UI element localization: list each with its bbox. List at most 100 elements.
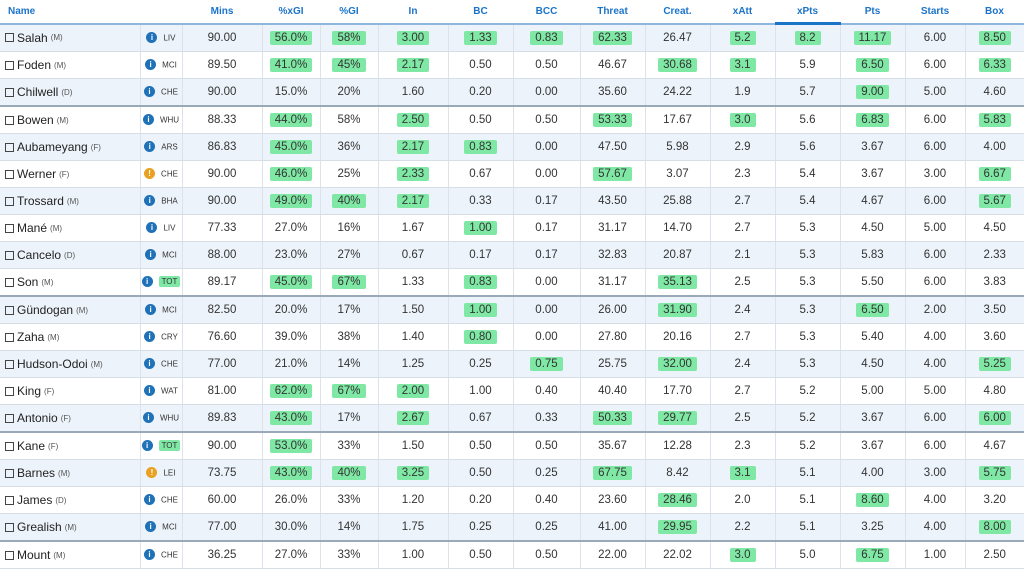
player-name[interactable]: Bowen <box>17 113 54 127</box>
table-row[interactable]: Aubameyang (F) i ARS 86.83 45.0% 36% 2.17 0.83 0.… <box>0 133 1024 161</box>
table-row[interactable]: Werner (F)! CHE 90.00 46.0% 25% 2.33 0.67 0.00 57… <box>0 160 1024 188</box>
col-header-starts[interactable]: Starts <box>905 0 965 25</box>
select-player-checkbox[interactable] <box>5 305 14 315</box>
select-player-checkbox[interactable] <box>5 87 14 97</box>
col-header-threat[interactable]: Threat <box>580 0 645 25</box>
table-row[interactable]: Salah (M) i LIV 90.00 56.0% 58% 3.00 1.33 0.83 62.… <box>0 23 1024 52</box>
select-player-checkbox[interactable] <box>5 386 14 396</box>
select-player-checkbox[interactable] <box>5 413 14 423</box>
player-name-cell[interactable]: Antonio (F) <box>0 404 140 433</box>
player-name-cell[interactable]: Werner (F) <box>0 160 140 188</box>
player-name[interactable]: Zaha <box>17 330 45 344</box>
player-name[interactable]: Foden <box>17 58 52 72</box>
info-icon[interactable]: i <box>141 440 153 452</box>
player-name[interactable]: Aubameyang <box>17 140 88 154</box>
col-header-mins[interactable]: Mins <box>182 0 262 25</box>
col-header-bc[interactable]: BC <box>448 0 513 25</box>
warning-icon[interactable]: ! <box>146 467 158 479</box>
info-icon[interactable]: i <box>144 86 156 98</box>
select-player-checkbox[interactable] <box>5 550 14 560</box>
col-header-gi-pct[interactable]: %GI <box>320 0 378 25</box>
player-name[interactable]: King <box>17 384 42 398</box>
warning-icon[interactable]: ! <box>144 168 156 180</box>
table-row[interactable]: King (F) i WAT 81.00 62.0% 67% 2.00 1.00 0.40 40.4… <box>0 377 1024 405</box>
player-name-cell[interactable]: Aubameyang (F) <box>0 133 140 161</box>
select-player-checkbox[interactable] <box>5 169 14 179</box>
table-row[interactable]: Gündogan (M) i MCI 82.50 20.0% 17% 1.50 1.00 0.00… <box>0 295 1024 324</box>
player-name-cell[interactable]: Kane (F) <box>0 431 140 460</box>
info-icon[interactable]: i <box>144 494 156 506</box>
select-player-checkbox[interactable] <box>5 60 14 70</box>
player-name-cell[interactable]: Son (M) <box>0 268 140 297</box>
table-row[interactable]: Hudson-Odoi (M) i CHE 77.00 21.0% 14% 1.25 0.25 0… <box>0 350 1024 378</box>
col-header-xgi-pct[interactable]: %xGI <box>262 0 320 25</box>
table-row[interactable]: Zaha (M) i CRY 76.60 39.0% 38% 1.40 0.80 0.00 27.8… <box>0 323 1024 351</box>
info-icon[interactable]: i <box>145 249 157 261</box>
table-row[interactable]: Trossard (M) i BHA 90.00 49.0% 40% 2.17 0.33 0.17… <box>0 187 1024 215</box>
col-header-xatt[interactable]: xAtt <box>710 0 775 25</box>
table-row[interactable]: Kane (F) i TOT 90.00 53.0% 33% 1.50 0.50 0.50 35.6… <box>0 431 1024 460</box>
info-icon[interactable]: i <box>142 412 154 424</box>
select-player-checkbox[interactable] <box>5 468 14 478</box>
info-icon[interactable]: i <box>144 358 156 370</box>
select-player-checkbox[interactable] <box>5 196 14 206</box>
select-player-checkbox[interactable] <box>5 223 14 233</box>
info-icon[interactable]: i <box>141 276 153 288</box>
player-name[interactable]: Mount <box>17 548 51 562</box>
player-name[interactable]: James <box>17 493 53 507</box>
player-name-cell[interactable]: James (D) <box>0 486 140 514</box>
info-icon[interactable]: i <box>146 222 158 234</box>
info-icon[interactable]: i <box>146 32 158 44</box>
player-name-cell[interactable]: Foden (M) <box>0 51 140 79</box>
player-name-cell[interactable]: Grealish (M) <box>0 513 140 542</box>
player-name[interactable]: Son <box>17 275 39 289</box>
player-name[interactable]: Chilwell <box>17 85 59 99</box>
col-header-in[interactable]: In <box>378 0 448 25</box>
table-row[interactable]: Chilwell (D) i CHE 90.00 15.0% 20% 1.60 0.20 0.00… <box>0 78 1024 107</box>
select-player-checkbox[interactable] <box>5 495 14 505</box>
player-name-cell[interactable]: Mount (M) <box>0 540 140 569</box>
info-icon[interactable]: i <box>144 141 156 153</box>
player-name-cell[interactable]: Salah (M) <box>0 23 140 52</box>
player-name[interactable]: Salah <box>17 30 48 45</box>
table-row[interactable]: Mané (M) i LIV 77.33 27.0% 16% 1.67 1.00 0.17 31.1… <box>0 214 1024 242</box>
col-header-bcc[interactable]: BCC <box>513 0 580 25</box>
player-name-cell[interactable]: Chilwell (D) <box>0 78 140 107</box>
select-player-checkbox[interactable] <box>5 33 14 43</box>
info-icon[interactable]: i <box>144 331 156 343</box>
table-row[interactable]: Barnes (M)! LEI 73.75 43.0% 40% 3.25 0.50 0.25 67… <box>0 459 1024 487</box>
player-name-cell[interactable]: Trossard (M) <box>0 187 140 215</box>
player-name[interactable]: Kane <box>17 439 46 453</box>
table-row[interactable]: Son (M) i TOT 89.17 45.0% 67% 1.33 0.83 0.00 31.17… <box>0 268 1024 297</box>
select-player-checkbox[interactable] <box>5 441 14 451</box>
player-name-cell[interactable]: Hudson-Odoi (M) <box>0 350 140 378</box>
info-icon[interactable]: i <box>144 549 156 561</box>
player-name-cell[interactable]: Zaha (M) <box>0 323 140 351</box>
table-row[interactable]: Mount (M) i CHE 36.25 27.0% 33% 1.00 0.50 0.50 22.… <box>0 540 1024 569</box>
select-player-checkbox[interactable] <box>5 522 14 532</box>
player-name[interactable]: Mané <box>17 221 48 235</box>
select-player-checkbox[interactable] <box>5 277 14 287</box>
table-row[interactable]: Cancelo (D) i MCI 88.00 23.0% 27% 0.67 0.17 0.17 3… <box>0 241 1024 269</box>
player-name[interactable]: Werner <box>17 167 57 181</box>
table-row[interactable]: Grealish (M) i MCI 77.00 30.0% 14% 1.75 0.25 0.25… <box>0 513 1024 542</box>
player-name[interactable]: Antonio <box>17 411 58 425</box>
table-row[interactable]: Antonio (F) i WHU 89.83 43.0% 17% 2.67 0.67 0.33 5… <box>0 404 1024 433</box>
col-header-xpts[interactable]: xPts <box>775 0 840 25</box>
select-player-checkbox[interactable] <box>5 250 14 260</box>
info-icon[interactable]: i <box>142 114 154 126</box>
col-header-name[interactable]: Name <box>0 0 140 25</box>
player-name-cell[interactable]: Gündogan (M) <box>0 295 140 324</box>
player-name[interactable]: Barnes <box>17 466 56 480</box>
player-name[interactable]: Gündogan <box>17 303 74 317</box>
select-player-checkbox[interactable] <box>5 142 14 152</box>
info-icon[interactable]: i <box>145 59 157 71</box>
info-icon[interactable]: i <box>145 304 157 316</box>
player-name-cell[interactable]: Bowen (M) <box>0 105 140 134</box>
select-player-checkbox[interactable] <box>5 115 14 125</box>
col-header-pts[interactable]: Pts <box>840 0 905 25</box>
table-row[interactable]: Bowen (M) i WHU 88.33 44.0% 58% 2.50 0.50 0.50 53.… <box>0 105 1024 134</box>
select-player-checkbox[interactable] <box>5 332 14 342</box>
player-name-cell[interactable]: Mané (M) <box>0 214 140 242</box>
player-name[interactable]: Cancelo <box>17 248 62 262</box>
